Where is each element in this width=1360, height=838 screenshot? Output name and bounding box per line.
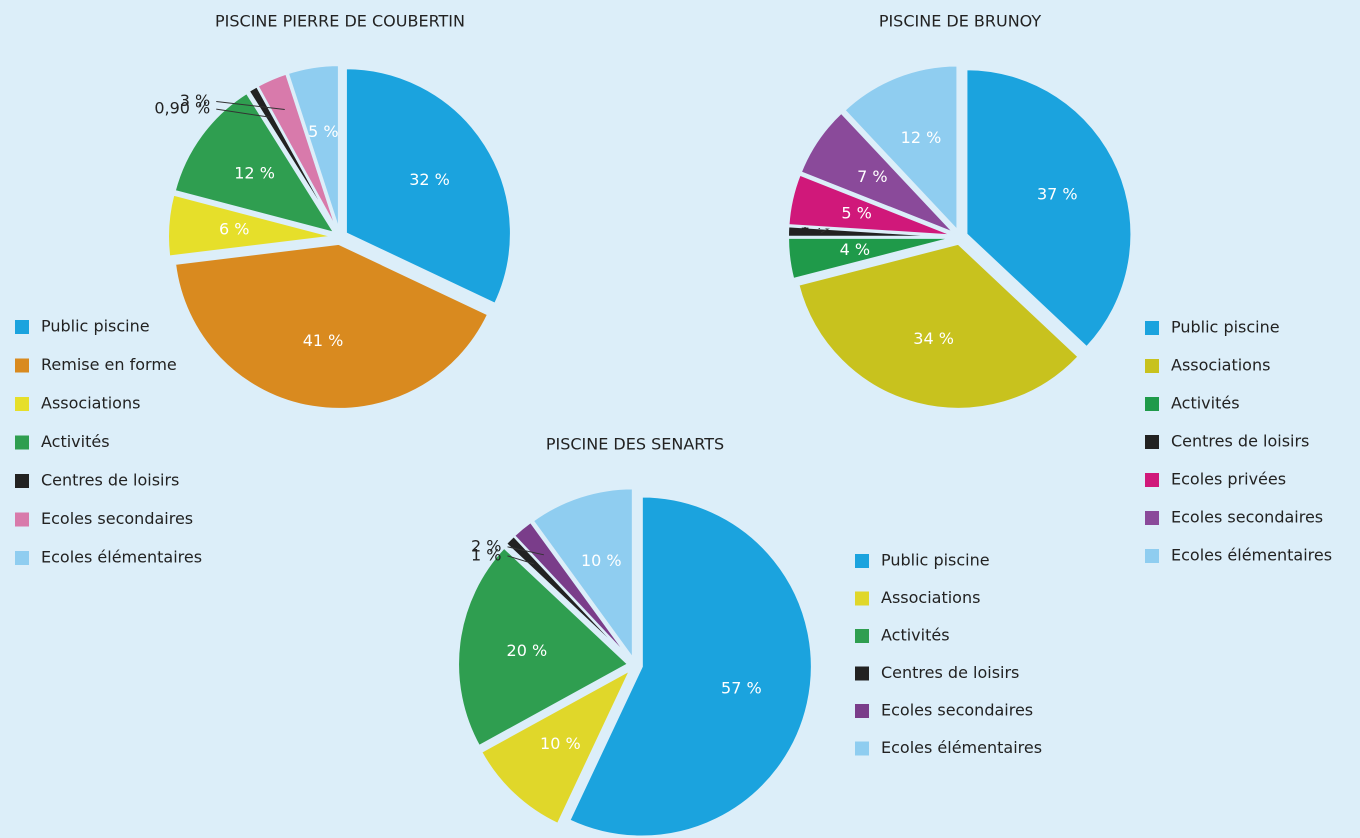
data-label: 10 % [540, 734, 581, 753]
data-label: 3 % [180, 91, 210, 110]
pie-slice [344, 67, 512, 306]
pie-slice [799, 111, 955, 234]
legend-swatch [855, 591, 869, 606]
legend-swatch [1145, 511, 1159, 525]
data-label: 2 % [471, 536, 501, 555]
data-label: 37 % [1037, 184, 1078, 203]
pie-slice [787, 236, 954, 281]
legend-swatch [1145, 435, 1159, 449]
data-label: 4 % [840, 240, 870, 259]
pie-slice [965, 68, 1133, 349]
pie-slice [531, 487, 634, 662]
data-label: 57 % [721, 678, 762, 697]
data-label: 20 % [507, 641, 548, 660]
pie-slice [787, 173, 954, 237]
pie-slice [256, 72, 339, 232]
legend-swatch [855, 554, 869, 568]
legend-swatch [15, 435, 29, 450]
legend-swatch [855, 741, 869, 756]
data-label: 41 % [303, 331, 344, 350]
legend-swatch [1145, 549, 1159, 563]
pie-slice [479, 667, 633, 826]
pie-slice [787, 225, 954, 238]
legend-label: Activités [41, 432, 110, 451]
chart-title: PISCINE DE BRUNOY [879, 12, 1042, 31]
legend-label: Centres de loisirs [881, 663, 1019, 682]
legend-swatch [15, 551, 29, 565]
pie-slice [173, 242, 490, 410]
legend-swatch [15, 358, 29, 373]
legend-swatch [15, 320, 29, 334]
legend-label: Ecoles privées [1171, 470, 1286, 489]
data-label: 6 % [219, 219, 249, 238]
legend-label: Public piscine [881, 551, 990, 570]
legend-swatch [855, 629, 869, 643]
legend-label: Ecoles élémentaires [1171, 546, 1332, 565]
data-label: 5 % [841, 203, 871, 222]
leader-line [507, 546, 544, 556]
pie-slice [286, 64, 340, 231]
chart-title: PISCINE PIERRE DE COUBERTIN [215, 12, 465, 31]
legend-label: Centres de loisirs [1171, 432, 1309, 451]
legend-label: Ecoles élémentaires [881, 738, 1042, 757]
legend-label: Ecoles secondaires [881, 701, 1033, 720]
data-label: 7 % [857, 167, 887, 186]
legend-label: Public piscine [41, 317, 150, 336]
legend-swatch [15, 474, 29, 488]
pie-slice [843, 64, 959, 234]
legend-label: Activités [1171, 394, 1240, 413]
legend-swatch [15, 397, 29, 411]
legend-label: Ecoles élémentaires [41, 548, 202, 567]
legend-label: Associations [41, 394, 140, 413]
legend-swatch [1145, 359, 1159, 373]
legend-swatch [1145, 321, 1159, 335]
legend-swatch [1145, 473, 1159, 487]
data-label: 32 % [409, 170, 450, 189]
pie-slice [167, 193, 334, 258]
data-label: 34 % [913, 329, 954, 348]
leader-line [216, 108, 270, 118]
pie-slice [512, 520, 632, 661]
pie-slice [457, 546, 630, 748]
data-label: 10 % [581, 551, 622, 570]
data-label: 5 % [308, 122, 338, 141]
data-label: 12 % [901, 128, 942, 147]
pie-slice [797, 242, 1080, 410]
legend-label: Activités [881, 626, 950, 645]
legend-swatch [15, 512, 29, 527]
legend-label: Centres de loisirs [41, 471, 179, 490]
legend-label: Associations [881, 588, 980, 607]
data-label: 12 % [234, 164, 275, 183]
legend-swatch [855, 666, 869, 681]
chart-title: PISCINE DES SENARTS [546, 435, 724, 454]
pie-slice [173, 91, 337, 235]
legend-swatch [1145, 397, 1159, 411]
pie-slice [568, 495, 813, 838]
legend-swatch [855, 704, 869, 718]
legend-label: Ecoles secondaires [41, 509, 193, 528]
data-label: 1 % [471, 545, 501, 564]
legend-label: Public piscine [1171, 318, 1280, 337]
legend-label: Associations [1171, 356, 1270, 375]
leader-line [216, 100, 285, 110]
data-label: 0,90 % [154, 99, 210, 118]
legend-label: Remise en forme [41, 355, 177, 374]
legend-label: Ecoles secondaires [1171, 508, 1323, 527]
leader-line [507, 555, 535, 565]
